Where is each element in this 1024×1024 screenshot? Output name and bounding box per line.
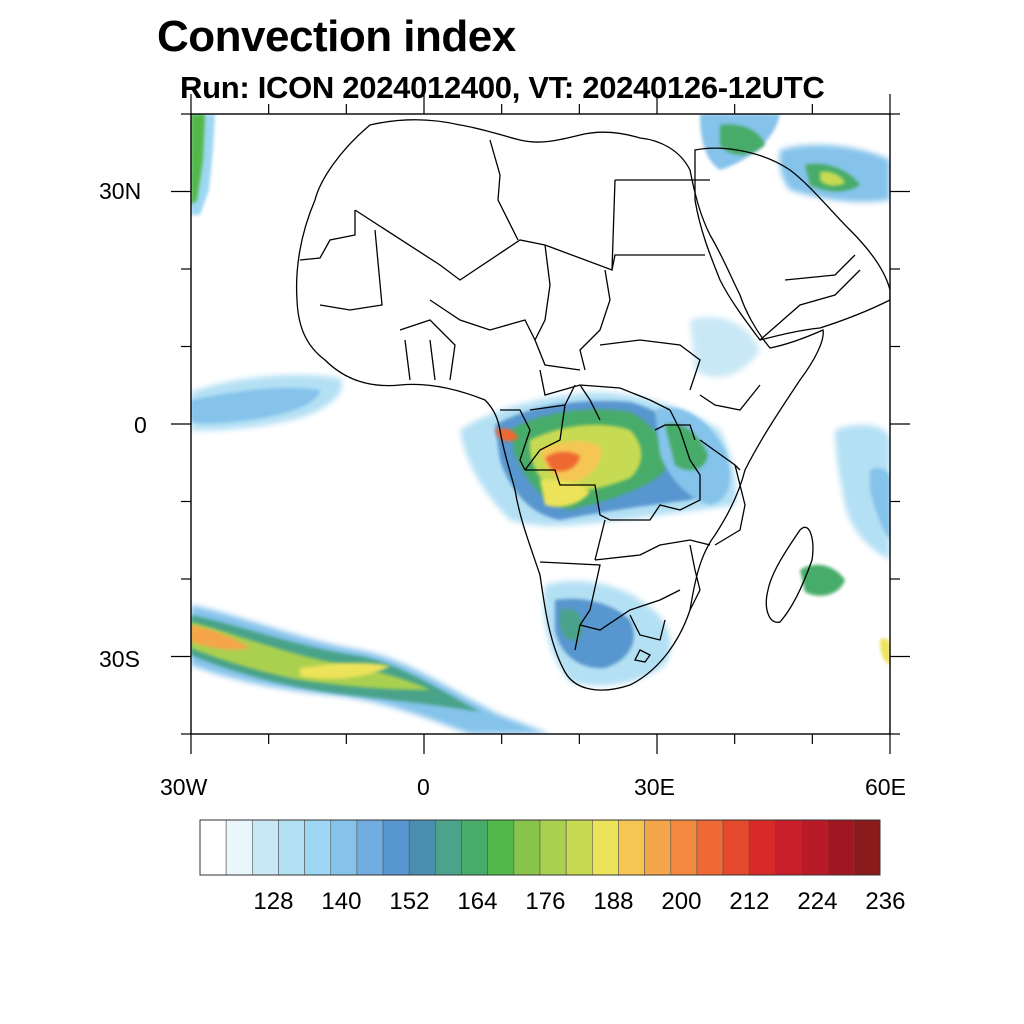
colorbar-box	[722, 819, 750, 876]
colorbar	[199, 819, 881, 876]
colorbar-box	[618, 819, 645, 876]
y-tick-label-30n: 30N	[99, 178, 142, 204]
field-south-atlantic	[191, 605, 550, 734]
colorbar-box	[487, 819, 515, 876]
x-tick-label-30e: 30E	[634, 774, 675, 800]
field-great-lakes	[655, 407, 730, 505]
x-tick-label-60e: 60E	[865, 774, 906, 800]
field-eq-atlantic	[191, 374, 342, 431]
colorbar-box	[304, 819, 332, 876]
colorbar-box	[408, 819, 436, 876]
colorbar-box	[199, 819, 227, 876]
x-tick-label-0: 0	[417, 774, 430, 800]
field-indian-ocean	[800, 424, 890, 665]
colorbar-box	[592, 819, 619, 876]
colorbar-label: 164	[457, 888, 498, 915]
colorbar-box	[775, 819, 802, 876]
colorbar-box	[513, 819, 541, 876]
colorbar-box	[330, 819, 358, 876]
chart-title: Convection index	[157, 12, 516, 61]
colorbar-label: 188	[593, 888, 634, 915]
colorbar-label: 224	[797, 888, 838, 915]
colorbar-box	[225, 819, 253, 876]
axis-ticks	[171, 94, 910, 754]
colorbar-box	[748, 819, 776, 876]
chart-subtitle: Run: ICON 2024012400, VT: 20240126-12UTC	[180, 70, 825, 105]
colorbar-frame	[199, 819, 881, 876]
y-tick-label-30s: 30S	[99, 646, 140, 672]
colorbar-label: 128	[253, 888, 294, 915]
colorbar-box	[539, 819, 567, 876]
colorbar-box	[461, 819, 488, 876]
colorbar-box	[801, 819, 828, 876]
colorbar-label: 236	[865, 888, 906, 915]
colorbar-box	[382, 819, 410, 876]
colorbar-box	[435, 819, 462, 876]
colorbar-box	[252, 819, 279, 876]
country-borders	[295, 119, 890, 691]
colorbar-box	[696, 819, 724, 876]
colorbar-box	[644, 819, 672, 876]
x-tick-label-30w: 30W	[160, 774, 208, 800]
colorbar-label: 176	[525, 888, 566, 915]
colorbar-label: 152	[389, 888, 430, 915]
colorbar-box	[670, 819, 698, 876]
field-middle-east	[700, 114, 890, 202]
colorbar-box	[827, 819, 855, 876]
colorbar-box	[853, 819, 881, 876]
colorbar-box	[565, 819, 593, 876]
field-nw-atlantic	[191, 114, 215, 215]
colorbar-box	[278, 819, 305, 876]
y-tick-label-0: 0	[134, 412, 147, 438]
convection-field	[191, 114, 890, 734]
colorbar-label: 200	[661, 888, 702, 915]
colorbar-label: 140	[321, 888, 362, 915]
colorbar-box	[356, 819, 384, 876]
field-ethiopia	[690, 316, 760, 378]
colorbar-label: 212	[729, 888, 770, 915]
